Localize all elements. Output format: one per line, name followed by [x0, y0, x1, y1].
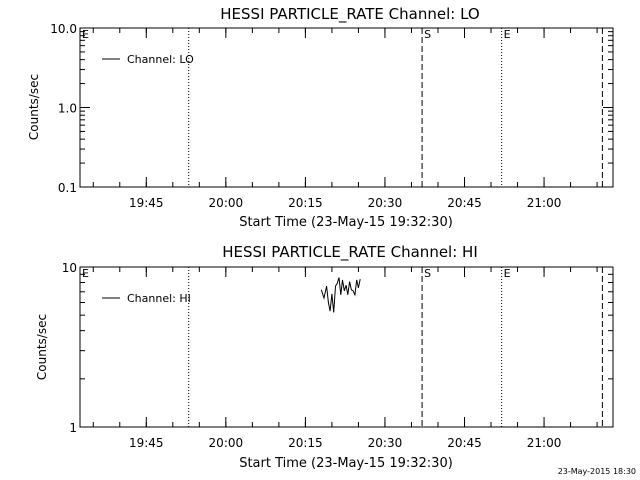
y-tick-label: 10.0 [50, 22, 77, 36]
event-marker-label: E [504, 267, 511, 280]
x-axis-label: Start Time (23-May-15 19:32:30) [239, 215, 453, 230]
x-tick-label: 20:45 [447, 196, 482, 210]
x-tick-label: 21:00 [527, 196, 562, 210]
panel-channel-hi: HESSI PARTICLE_RATE Channel: HI Start Ti… [35, 243, 614, 471]
x-tick-label: 20:15 [288, 196, 323, 210]
x-tick-label: 20:00 [209, 196, 244, 210]
event-marker-label: S [424, 267, 431, 280]
x-tick-label: 20:00 [209, 436, 244, 450]
x-tick-label: 20:30 [368, 436, 403, 450]
plot-area [79, 266, 614, 428]
series-line [320, 277, 361, 313]
legend-label: Channel: LO [127, 53, 194, 66]
x-tick-label: 19:45 [129, 196, 164, 210]
x-tick-label: 19:45 [129, 436, 164, 450]
plot-area [79, 27, 614, 188]
y-tick-label: 0.1 [58, 181, 77, 195]
event-marker-label: S [424, 28, 431, 41]
event-marker-label: E [82, 267, 89, 280]
y-tick-label: 1.0 [58, 102, 77, 116]
event-marker-label: E [504, 28, 511, 41]
x-axis-label: Start Time (23-May-15 19:32:30) [239, 456, 453, 471]
x-tick-label: 20:45 [447, 436, 482, 450]
chart-title: HESSI PARTICLE_RATE Channel: LO [220, 5, 479, 24]
chart-title: HESSI PARTICLE_RATE Channel: HI [222, 243, 478, 262]
y-axis-label: Counts/sec [35, 314, 49, 380]
footer-timestamp: 23-May-2015 18:30 [558, 467, 636, 476]
y-tick-label: 1 [69, 421, 77, 435]
panel-channel-lo: HESSI PARTICLE_RATE Channel: LO Start Ti… [27, 5, 614, 230]
legend-label: Channel: HI [127, 292, 191, 305]
y-tick-label: 10 [62, 261, 77, 275]
event-marker-label: E [82, 28, 89, 41]
x-tick-label: 20:15 [288, 436, 323, 450]
x-tick-label: 21:00 [527, 436, 562, 450]
x-tick-label: 20:30 [368, 196, 403, 210]
y-axis-label: Counts/sec [27, 74, 41, 140]
